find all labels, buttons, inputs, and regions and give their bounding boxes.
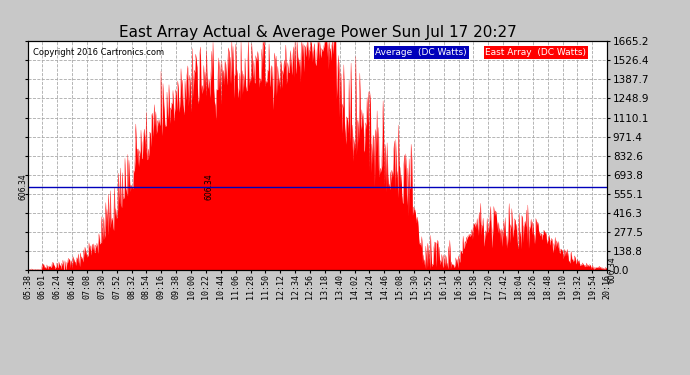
Text: Average  (DC Watts): Average (DC Watts) bbox=[375, 48, 467, 57]
Title: East Array Actual & Average Power Sun Jul 17 20:27: East Array Actual & Average Power Sun Ju… bbox=[119, 25, 516, 40]
Text: 606.34: 606.34 bbox=[19, 173, 28, 200]
Text: 606.34: 606.34 bbox=[607, 256, 616, 284]
Text: 606.34: 606.34 bbox=[205, 173, 214, 200]
Text: Copyright 2016 Cartronics.com: Copyright 2016 Cartronics.com bbox=[33, 48, 164, 57]
Text: East Array  (DC Watts): East Array (DC Watts) bbox=[486, 48, 586, 57]
